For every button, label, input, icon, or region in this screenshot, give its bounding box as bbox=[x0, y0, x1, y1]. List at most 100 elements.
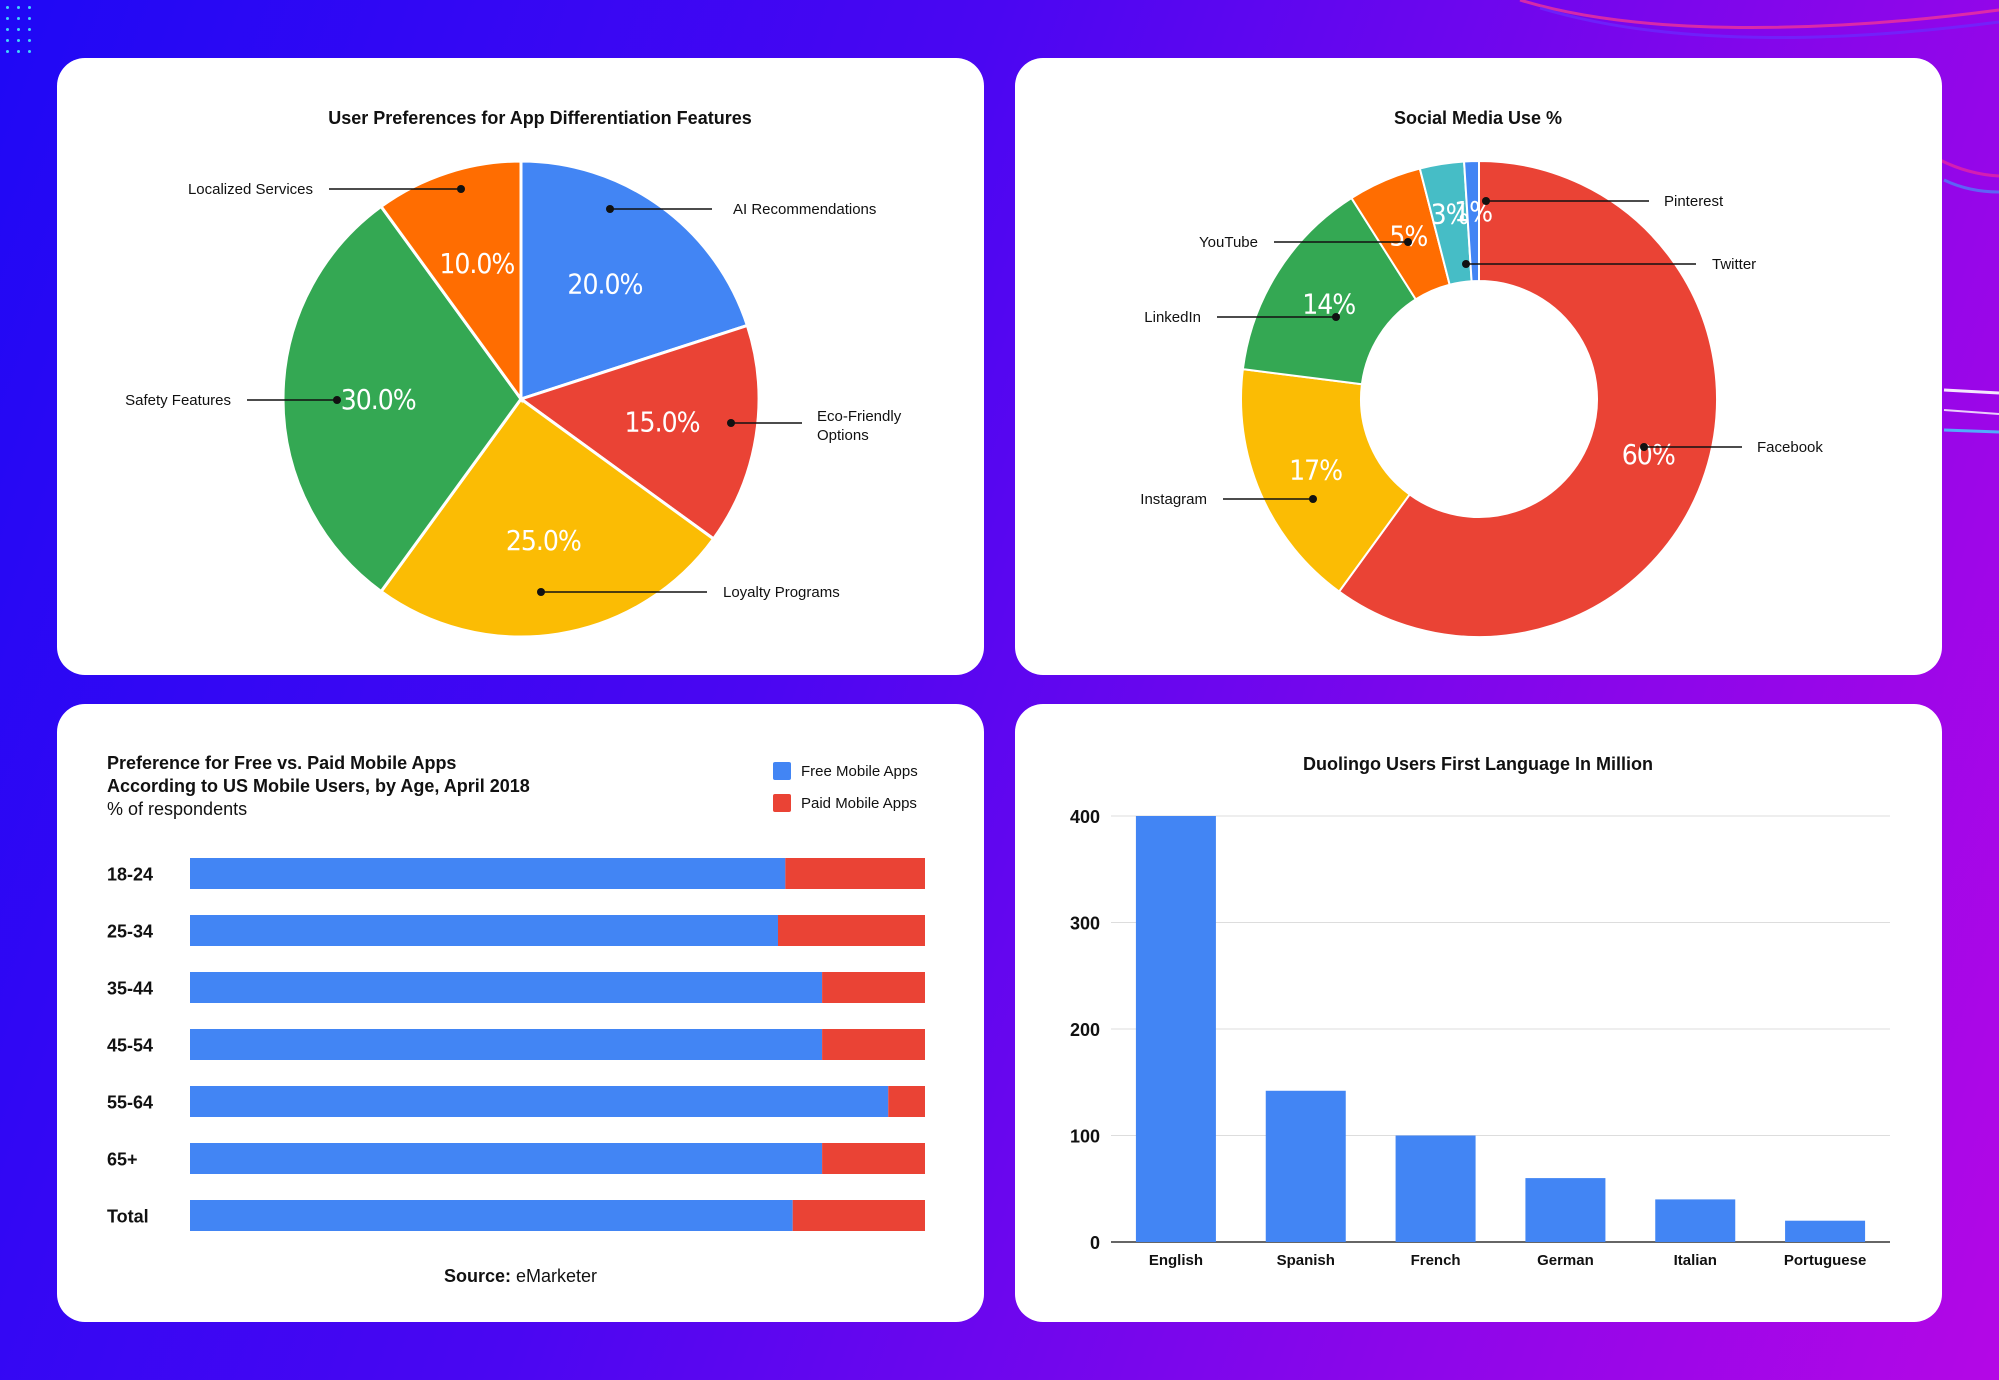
leader-dot bbox=[727, 419, 735, 427]
chart-title: Social Media Use % bbox=[1394, 108, 1562, 128]
donut-chart: Social Media Use % 60%17%14%5%3%1% Faceb… bbox=[1140, 108, 1823, 638]
donut-slice-instagram bbox=[1240, 368, 1412, 593]
row-label-25-34: 25-34 bbox=[107, 922, 153, 942]
slice-category-label: LinkedIn bbox=[1144, 309, 1201, 326]
x-tick-label: Spanish bbox=[1277, 1252, 1335, 1269]
chart-source: Source: eMarketer bbox=[57, 1266, 984, 1287]
dot bbox=[6, 39, 9, 42]
chart-subtitle: % of respondents bbox=[107, 799, 248, 819]
x-tick-label: Portuguese bbox=[1784, 1252, 1867, 1269]
slice-category-label: Twitter bbox=[1712, 256, 1756, 273]
legend-item-paid: Paid Mobile Apps bbox=[773, 787, 918, 819]
free-bar-65 bbox=[190, 1143, 823, 1174]
leader-dot bbox=[606, 205, 614, 213]
y-tick-label: 400 bbox=[1070, 807, 1100, 827]
row-label-45-54: 45-54 bbox=[107, 1036, 153, 1056]
paid-bar-total bbox=[792, 1200, 925, 1231]
source-label: Source: bbox=[443, 1266, 511, 1286]
chart-title: Duolingo Users First Language In Million bbox=[1303, 754, 1653, 774]
donut-slice-linkedin bbox=[1241, 196, 1418, 386]
donut-chart-card: Social Media Use % 60% 17% 14% 5% 3% 1% Faceb… bbox=[1015, 58, 1942, 675]
y-tick-label: 0 bbox=[1090, 1233, 1100, 1253]
leader-dot bbox=[333, 396, 341, 404]
dot bbox=[6, 17, 9, 20]
leader-dot bbox=[537, 588, 545, 596]
slice-value-label: 17% bbox=[1289, 454, 1342, 487]
slice-category-label: Instagram bbox=[1140, 491, 1207, 508]
slice-category-label: Pinterest bbox=[1664, 193, 1724, 210]
dot bbox=[28, 28, 31, 31]
free-bar-45-54 bbox=[190, 1029, 823, 1060]
pie-slice-loyalty-programs bbox=[379, 396, 716, 639]
bar-chart-card: Duolingo Users First Language In Million… bbox=[1015, 704, 1942, 1322]
slice-value-label: 15.0% bbox=[625, 405, 700, 438]
slice-category-label: Safety Features bbox=[125, 392, 231, 409]
free-bar-35-44 bbox=[190, 972, 823, 1003]
slice-category-label: Eco-Friendly bbox=[817, 408, 902, 425]
bar-spanish bbox=[1265, 1090, 1346, 1242]
y-tick-label: 200 bbox=[1070, 1020, 1100, 1040]
slice-value-label: 3% bbox=[1431, 197, 1469, 230]
legend-swatch bbox=[773, 794, 791, 812]
paid-bar-25-34 bbox=[778, 915, 925, 946]
donut-slice-facebook bbox=[1337, 159, 1718, 638]
bar-chart: Duolingo Users First Language In Million… bbox=[1070, 754, 1890, 1269]
slice-value-label: 14% bbox=[1302, 288, 1355, 321]
paid-bar-35-44 bbox=[822, 972, 925, 1003]
pie-slice-localized-services bbox=[379, 159, 523, 404]
dot bbox=[28, 39, 31, 42]
slice-category-label: Options bbox=[817, 427, 869, 444]
slice-category-label: YouTube bbox=[1199, 234, 1258, 251]
bar-portuguese bbox=[1785, 1220, 1866, 1242]
free-bar-total bbox=[190, 1200, 793, 1231]
leader-dot bbox=[457, 185, 465, 193]
leader-dot bbox=[1640, 443, 1648, 451]
bar-italian bbox=[1655, 1199, 1736, 1242]
slice-value-label: 10.0% bbox=[439, 247, 514, 280]
dot bbox=[6, 6, 9, 9]
dot bbox=[28, 6, 31, 9]
dot bbox=[17, 6, 20, 9]
slice-value-label: 25.0% bbox=[506, 524, 581, 557]
chart-title-block: Preference for Free vs. Paid Mobile Apps… bbox=[107, 752, 530, 821]
row-label-35-44: 35-44 bbox=[107, 979, 153, 999]
dot bbox=[17, 50, 20, 53]
slice-category-label: Localized Services bbox=[188, 181, 313, 198]
x-tick-label: German bbox=[1537, 1252, 1594, 1269]
legend-label: Paid Mobile Apps bbox=[801, 794, 917, 812]
paid-bar-55-64 bbox=[888, 1086, 925, 1117]
slice-value-label: 60% bbox=[1622, 438, 1675, 471]
leader-dot bbox=[1462, 260, 1470, 268]
dot bbox=[28, 17, 31, 20]
legend-label: Free Mobile Apps bbox=[801, 762, 918, 780]
slice-value-label: 5% bbox=[1389, 220, 1427, 253]
pie-chart: User Preferences for App Differentiation… bbox=[125, 108, 902, 639]
pie-slice-safety-features bbox=[281, 204, 523, 594]
bar-german bbox=[1525, 1178, 1606, 1242]
x-tick-label: Italian bbox=[1674, 1252, 1717, 1269]
free-bar-55-64 bbox=[190, 1086, 889, 1117]
y-tick-label: 100 bbox=[1070, 1127, 1100, 1147]
chart-title-line-1: Preference for Free vs. Paid Mobile Apps bbox=[107, 753, 457, 773]
paid-bar-45-54 bbox=[822, 1029, 925, 1060]
x-tick-label: English bbox=[1149, 1252, 1203, 1269]
dot bbox=[17, 17, 20, 20]
slice-category-label: Loyalty Programs bbox=[723, 584, 840, 601]
y-tick-label: 300 bbox=[1070, 914, 1100, 934]
decorative-dots bbox=[6, 6, 46, 58]
free-bar-18-24 bbox=[190, 858, 786, 889]
row-label-18-24: 18-24 bbox=[107, 865, 153, 885]
legend-swatch bbox=[773, 762, 791, 780]
stacked-bar-plot: 18-24 25-34 35-44 45-54 55-64 65+ Total bbox=[107, 858, 925, 1231]
x-tick-label: French bbox=[1411, 1252, 1461, 1269]
pie-slice-eco-friendly-options bbox=[517, 323, 761, 541]
dot bbox=[6, 50, 9, 53]
free-bar-25-34 bbox=[190, 915, 778, 946]
dot bbox=[17, 28, 20, 31]
leader-dot bbox=[1404, 238, 1412, 246]
leader-dot bbox=[1309, 495, 1317, 503]
slice-value-label: 30.0% bbox=[341, 383, 416, 416]
row-label-55-64: 55-64 bbox=[107, 1093, 153, 1113]
source-value: eMarketer bbox=[516, 1266, 598, 1286]
dot bbox=[6, 28, 9, 31]
